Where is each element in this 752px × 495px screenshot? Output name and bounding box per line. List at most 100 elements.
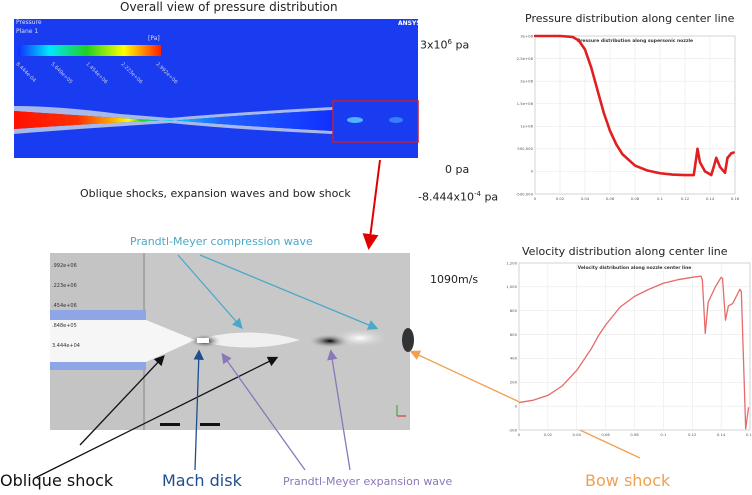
x-tick-label: 0.12 [681,196,690,201]
data-point [703,170,707,173]
data-point [712,165,715,169]
x-tick-label: 0 [534,196,537,201]
data-point [696,147,699,151]
data-point [732,151,735,154]
y-tick-label: 2.5e+06 [517,56,534,61]
pressure-min-value: -8.444x10 [418,190,474,204]
zoom-arrow [362,159,381,250]
y-tick-label: 0 [531,169,534,174]
data-point [671,173,674,176]
legend-tick: .992e+06 [52,263,77,269]
y-tick-label: 1e+06 [520,124,533,129]
data-point [558,34,562,38]
data-point [571,35,574,39]
data-point [590,66,593,69]
legend-unit: [Pa] [148,35,160,42]
pressure-max-unit: pa [451,38,470,52]
label-expansion-wave: Prandtl-Meyer expansion wave [283,475,453,488]
x-tick-label: 0.04 [581,196,590,201]
velocity-chart: 00.020.040.060.080.10.120.140.16-2000200… [506,260,752,437]
y-tick-label: 2e+06 [520,78,533,83]
data-point [718,165,722,169]
pressure-chart: 0 0.02 0.04 0.06 0.08 0.1 0.12 0.14 0.16 -500,000… [516,33,740,201]
data-point [658,172,662,175]
x-tick-label: 0.14 [706,196,715,201]
y-tick-label: -500,000 [516,191,534,196]
data-point [692,173,695,177]
legend-tick: .223e+06 [52,283,77,289]
x-tick-label: 0.06 [606,196,615,201]
x-tick-label: 0.08 [631,196,640,201]
pressure-min-exponent: -4 [473,190,481,198]
pressure-min-label: -8.444x10-4 pa [418,190,498,204]
data-point [577,39,580,42]
data-point [533,34,537,38]
chart-title: Velocity distribution along nozzle cente… [578,265,692,271]
y-tick-label: 200 [510,380,518,385]
x-tick-label: 0.16 [746,432,752,437]
shock-view-title: Oblique shocks, expansion waves and bow … [80,187,351,200]
velocity-max-label: 1090m/s [430,273,479,286]
y-tick-label: 800 [510,308,518,313]
data-point [583,48,587,51]
ansys-logo: ANSYS [398,20,421,27]
x-tick-label: 0.06 [601,432,610,437]
y-tick-label: -200 [508,427,517,432]
pressure-min-unit: pa [480,190,499,204]
y-tick-label: 1,000 [506,284,517,289]
legend-tick: .848e+05 [52,323,77,329]
data-point [695,156,698,160]
label-oblique-shock: Oblique shock [0,471,114,490]
x-tick-label: 0.02 [556,196,565,201]
legend-tick: 3.444e+04 [52,343,80,349]
nozzle-flow [14,110,333,131]
pressure-contour-panel [14,19,418,158]
legend-tick: .454e+06 [52,303,77,309]
data-point [602,111,605,114]
pressure-max-exponent: 6 [447,38,452,46]
pressure-max-value: 3x10 [420,38,448,52]
y-tick-label: 1,200 [506,260,517,265]
data-point [621,153,624,156]
legend-subtitle: Plane 1 [16,28,39,35]
color-legend-bar [18,45,161,56]
data-series-line [518,275,750,430]
y-tick-label: 1.5e+06 [517,101,534,106]
x-tick-label: 0.12 [688,432,697,437]
y-tick-label: 0 [515,403,518,408]
data-point [723,171,727,174]
data-point [683,173,687,177]
label-compression-wave: Prandtl-Meyer compression wave [130,235,313,248]
data-point [615,143,618,146]
legend-title: Pressure [16,19,42,26]
data-point [715,156,718,160]
x-tick-label: 0.14 [717,432,726,437]
pressure-max-label: 3x106 pa [420,38,469,52]
pressure-chart-heading: Pressure distribution along center line [525,12,735,25]
y-tick-label: 3e+06 [520,33,533,38]
x-tick-label: 0 [518,432,521,437]
chart-title: Pressure distribution along supersonic n… [577,38,693,44]
y-tick-label: 500,000 [517,146,533,151]
label-bow-shock: Bow shock [585,471,671,490]
y-tick-label: 400 [510,356,518,361]
data-point [596,88,599,92]
x-tick-label: 0.08 [630,432,639,437]
x-tick-label: 0.02 [544,432,553,437]
x-tick-label: 0.16 [731,196,740,201]
data-point [633,164,637,167]
data-point [710,173,713,177]
x-tick-label: 0.1 [657,196,664,201]
data-point [646,169,649,172]
pressure-zero-label: 0 pa [445,163,470,176]
data-point [730,152,733,155]
data-point [726,156,729,160]
label-mach-disk: Mach disk [162,471,242,490]
y-tick-label: 600 [510,332,518,337]
data-point [608,129,612,132]
pressure-view-title: Overall view of pressure distribution [120,0,338,14]
data-point [698,161,702,164]
zoom-region-box [332,100,419,143]
